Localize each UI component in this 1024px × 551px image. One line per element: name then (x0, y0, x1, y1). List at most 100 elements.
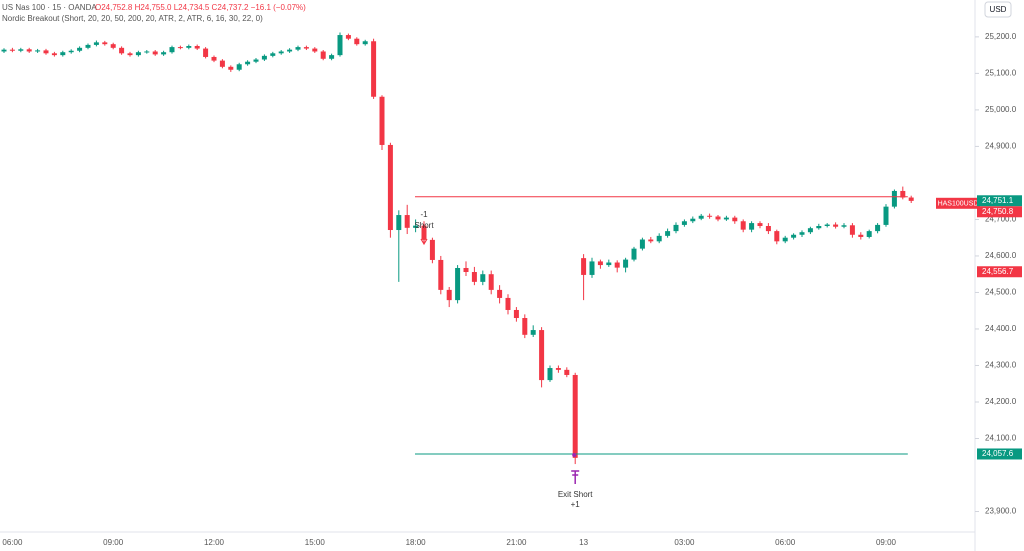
symbol-label-bg (936, 197, 980, 209)
candle-body (253, 59, 259, 62)
candle-body (623, 259, 629, 268)
y-tick-label: 24,700.0 (985, 215, 1017, 224)
candle-body (497, 289, 503, 298)
candle-body (152, 51, 158, 55)
candle-body (522, 318, 528, 335)
y-tick-label: 25,000.0 (985, 105, 1017, 114)
x-tick-label: 13 (579, 538, 588, 547)
price-label: 24,057.6 (982, 449, 1014, 458)
candle-body (303, 47, 309, 49)
candle-body (404, 215, 410, 228)
candle-body (110, 44, 116, 48)
candle-body (732, 217, 738, 222)
candle-body (564, 369, 570, 375)
candle-body (471, 272, 477, 282)
x-tick-label: 09:00 (103, 538, 124, 547)
candle-body (455, 267, 461, 301)
signal-label: Short (414, 221, 434, 230)
candle-body (791, 234, 797, 238)
candle-body (219, 60, 225, 67)
price-label-bg (977, 206, 1022, 218)
candle-body (648, 239, 654, 242)
signal-label: Exit Short (558, 490, 593, 499)
candle-body (362, 41, 368, 45)
candle-body (1, 49, 7, 52)
candle-body (816, 226, 822, 229)
y-tick-label: 24,400.0 (985, 324, 1017, 333)
candle-body (849, 225, 855, 235)
y-tick-label: 24,600.0 (985, 251, 1017, 260)
y-tick-label: 24,200.0 (985, 397, 1017, 406)
candle-body (320, 51, 326, 59)
candle-body (177, 47, 183, 49)
candle-body (597, 261, 603, 266)
signal-arrow (571, 470, 580, 484)
candle-body (631, 248, 637, 260)
candle-body (245, 61, 251, 65)
candle-body (9, 49, 15, 51)
currency[interactable]: USD (990, 5, 1007, 14)
price-label-bg (977, 266, 1022, 278)
candle-body (589, 261, 595, 275)
candle-body (337, 35, 343, 56)
y-tick-label: 24,300.0 (985, 361, 1017, 370)
candle-body (18, 49, 24, 51)
x-tick-label: 15:00 (305, 538, 326, 547)
candle-body (127, 53, 133, 56)
candle-body (228, 66, 234, 70)
candle-body (26, 49, 32, 52)
candle-body (681, 221, 687, 225)
y-tick-label: 24,900.0 (985, 142, 1017, 151)
candle-body (807, 228, 813, 233)
candle-body (93, 42, 99, 45)
x-tick-label: 09:00 (876, 538, 897, 547)
currency-button[interactable] (984, 1, 1012, 18)
candle-body (329, 55, 335, 59)
x-tick-label: 12:00 (204, 538, 225, 547)
candle-body (547, 368, 553, 381)
candle-body (119, 47, 125, 54)
candle-body (312, 48, 318, 52)
candle-body (413, 225, 419, 228)
candle-body (35, 50, 41, 52)
y-tick-label: 23,900.0 (985, 507, 1017, 516)
indicator-title: Nordic Breakout (Short, 20, 20, 50, 200,… (2, 14, 263, 23)
price-label: 24,556.7 (982, 267, 1014, 276)
candle-body (614, 262, 620, 268)
candle-body (673, 224, 679, 232)
candle-body (211, 56, 217, 61)
candle-body (774, 231, 780, 242)
candle-body (144, 51, 150, 53)
candle-body (480, 274, 486, 282)
candle-body (606, 262, 612, 266)
price-label: 24,750.8 (982, 207, 1014, 216)
candle-body (875, 224, 881, 232)
candle-body (715, 216, 721, 220)
signal-dot (572, 453, 577, 457)
candle-body (135, 52, 141, 56)
candle-body (278, 51, 284, 54)
candle-body (539, 330, 545, 381)
candle-body (505, 297, 511, 310)
candle-body (387, 144, 393, 231)
ohlc-header: O24,752.8 H24,755.0 L24,734.5 C24,737.2 … (95, 3, 306, 12)
candle-body (581, 258, 587, 275)
candle-body (833, 224, 839, 227)
symbol-label: HAS100USD (938, 201, 979, 208)
y-tick-label: 24,100.0 (985, 434, 1017, 443)
candle-body (60, 52, 66, 56)
candle-body (203, 48, 209, 57)
candle-body (740, 221, 746, 230)
candle-body (438, 259, 444, 290)
candle-body (371, 41, 377, 97)
candle-body (446, 289, 452, 301)
y-tick-label: 25,200.0 (985, 32, 1017, 41)
candle-body (488, 274, 494, 290)
candle-body (396, 215, 402, 231)
candle-body (757, 223, 763, 227)
candle-body (513, 309, 519, 319)
candle-body (236, 64, 242, 70)
candle-body (287, 49, 293, 52)
